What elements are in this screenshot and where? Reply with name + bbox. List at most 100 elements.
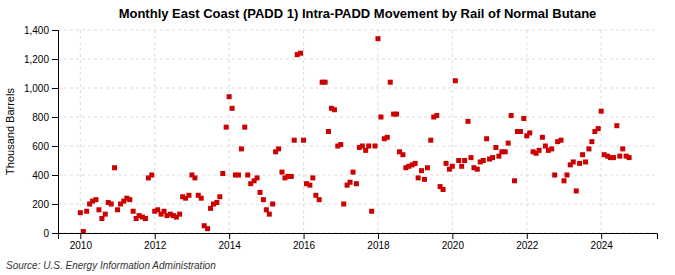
y-tick-mark	[52, 117, 58, 118]
y-axis: 02004006008001,0001,2001,400	[24, 25, 59, 239]
y-tick-mark	[52, 59, 58, 60]
point	[490, 155, 495, 160]
point	[453, 78, 458, 83]
point	[428, 138, 433, 143]
point	[388, 80, 393, 85]
point	[413, 161, 418, 166]
point	[512, 178, 517, 183]
point	[527, 130, 532, 135]
point	[81, 229, 86, 233]
y-tick: 800	[32, 112, 58, 123]
point	[363, 148, 368, 153]
point	[177, 212, 182, 217]
point	[444, 161, 449, 166]
point	[596, 126, 601, 131]
grid-line-x	[452, 30, 453, 233]
x-tick: 2012	[144, 233, 167, 251]
point	[627, 155, 632, 160]
x-tick: 2010	[70, 233, 93, 251]
x-tick: 2024	[591, 233, 614, 251]
grid-line-x	[229, 30, 230, 233]
point	[561, 178, 566, 183]
point	[78, 210, 83, 215]
point	[475, 167, 480, 172]
x-tick-label: 2012	[144, 240, 167, 251]
point	[589, 139, 594, 144]
point	[317, 197, 322, 202]
y-tick-mark	[52, 175, 58, 176]
y-tick: 200	[32, 199, 58, 210]
grid-line-x	[526, 30, 527, 233]
point	[143, 216, 148, 221]
y-tick: 1,000	[24, 83, 58, 94]
point	[313, 193, 318, 198]
point	[459, 164, 464, 169]
y-tick-mark	[52, 88, 58, 89]
x-tick-mark	[304, 233, 305, 239]
point	[450, 164, 455, 169]
point	[518, 129, 523, 134]
point	[292, 138, 297, 143]
point	[465, 119, 470, 124]
y-tick-label: 200	[32, 199, 49, 210]
x-axis: 20102012201420162018202020222024	[59, 233, 658, 251]
point	[506, 141, 511, 146]
point	[493, 145, 498, 150]
point	[372, 144, 377, 149]
point	[366, 144, 371, 149]
y-tick: 400	[32, 170, 58, 181]
x-tick: 2018	[367, 233, 390, 251]
point	[354, 181, 359, 186]
point	[552, 173, 557, 178]
point	[208, 206, 213, 211]
point	[375, 36, 380, 41]
point	[571, 159, 576, 164]
x-tick-mark	[452, 233, 453, 239]
grid-line-x	[80, 30, 81, 233]
point	[255, 175, 260, 180]
grid-line-y	[58, 30, 657, 31]
point	[574, 188, 579, 193]
point	[239, 146, 244, 151]
x-tick: 2016	[293, 233, 316, 251]
y-tick-label: 800	[32, 112, 49, 123]
point	[220, 171, 225, 176]
point	[559, 138, 564, 143]
point	[93, 197, 98, 202]
grid-line-x	[601, 30, 602, 233]
grid-line-y	[58, 59, 657, 60]
x-tick: 2022	[516, 233, 539, 251]
point	[264, 207, 269, 212]
x-tick-mark	[378, 233, 379, 239]
point	[351, 170, 356, 175]
y-tick-label: 1,400	[24, 25, 49, 36]
point	[394, 112, 399, 117]
x-tick: 2020	[442, 233, 465, 251]
point	[338, 142, 343, 147]
point	[580, 152, 585, 157]
x-tick-mark	[229, 233, 230, 239]
point	[456, 158, 461, 163]
point	[258, 190, 263, 195]
point	[360, 144, 365, 149]
y-tick-mark	[52, 146, 58, 147]
point	[583, 159, 588, 164]
x-tick-label: 2024	[591, 240, 614, 251]
point	[245, 173, 250, 178]
y-tick-label: 600	[32, 141, 49, 152]
point	[385, 135, 390, 140]
point	[267, 212, 272, 217]
point	[127, 197, 132, 202]
point	[540, 135, 545, 140]
point	[155, 207, 160, 212]
point	[131, 209, 136, 214]
x-tick-label: 2020	[442, 240, 465, 251]
point	[611, 155, 616, 160]
y-axis-title: Thousand Barrels	[4, 88, 16, 175]
y-tick: 0	[43, 228, 58, 239]
point	[543, 144, 548, 149]
point	[521, 116, 526, 121]
point	[614, 123, 619, 128]
y-tick-mark	[52, 30, 58, 31]
point	[434, 113, 439, 118]
